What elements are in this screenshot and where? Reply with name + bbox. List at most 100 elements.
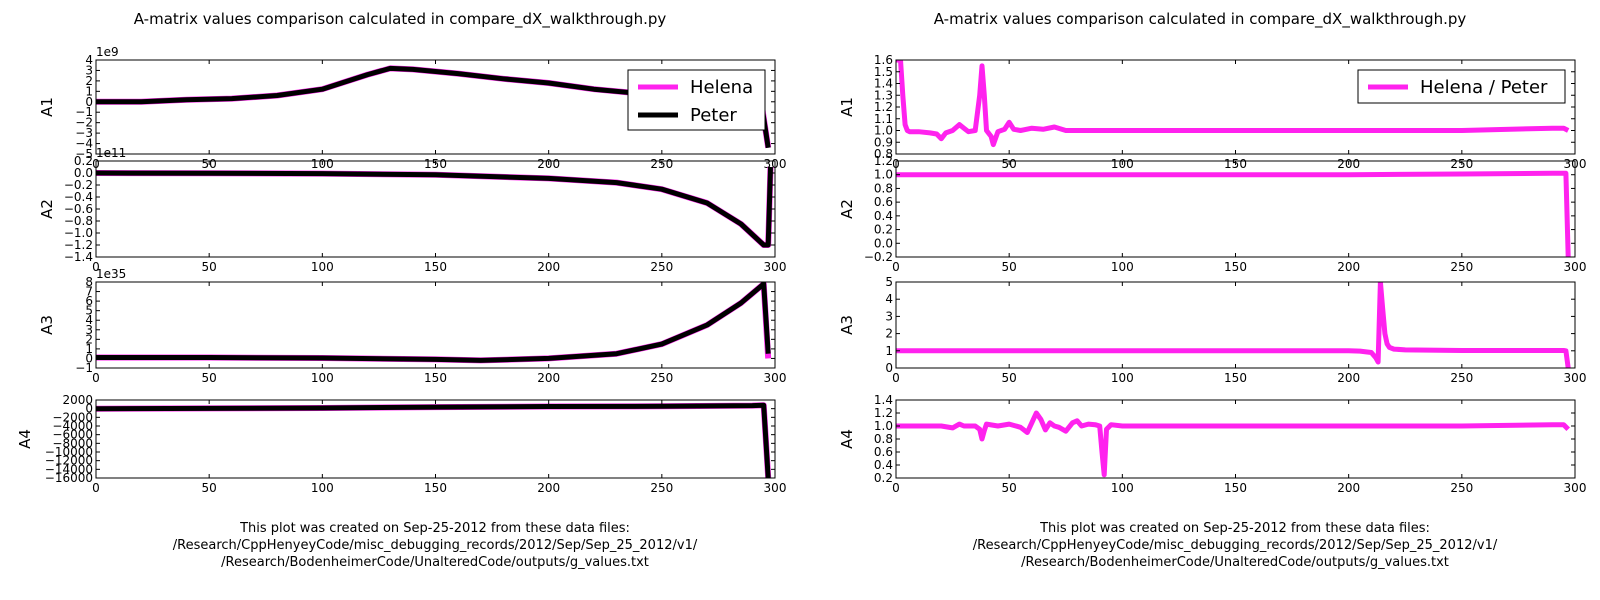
- legend-label: Helena: [690, 77, 753, 98]
- x-tick-label: 250: [1450, 260, 1473, 274]
- y-tick-label: 0.0: [74, 166, 93, 180]
- y-tick-label: 7: [85, 285, 93, 299]
- y-tick-label: 8: [85, 275, 93, 289]
- x-tick-label: 200: [537, 371, 560, 385]
- y-tick-label: −0.8: [64, 214, 93, 228]
- legend: Helena Peter: [627, 69, 766, 131]
- chart-title: A-matrix values comparison calculated in…: [134, 10, 667, 29]
- y-axis-label: A2: [838, 199, 856, 219]
- y-tick-label: 0: [885, 361, 893, 375]
- series-line-helena-peter: [896, 410, 1570, 478]
- footer-note: This plot was created on Sep-25-2012 fro…: [173, 521, 698, 570]
- y-tick-label: 3: [885, 309, 893, 323]
- y-tick-label: 4: [885, 292, 893, 306]
- y-tick-label: 2: [85, 74, 93, 88]
- series-line-helena: [96, 166, 774, 248]
- y-tick-label: 1.0: [874, 168, 893, 182]
- x-tick-label: 0: [92, 481, 100, 495]
- x-tick-label: 300: [1564, 481, 1587, 495]
- x-tick-label: 100: [1111, 371, 1134, 385]
- x-tick-label: 250: [650, 260, 673, 274]
- y-tick-label: −1: [75, 361, 93, 375]
- subplot-a2: 0 50 100 150 200 250 300 1.21.00.80.60.40.20.0−…: [838, 154, 1586, 274]
- axis-offset-label: 1e11: [96, 146, 126, 160]
- y-tick-label: −1.2: [64, 238, 93, 252]
- y-tick-label: 2: [885, 327, 893, 341]
- y-tick-label: −4000: [52, 419, 93, 433]
- y-tick-label: 0.4: [874, 209, 893, 223]
- series-line-helena: [96, 402, 772, 478]
- y-tick-label: −4: [75, 137, 93, 151]
- x-tick-label: 100: [311, 481, 334, 495]
- subplot-a2: 0 50 100 150 200 250 300 0.20.0−0.2−0.4−0.6−0.8…: [38, 146, 786, 274]
- y-tick-label: −5: [75, 147, 93, 161]
- y-tick-label: 0: [85, 351, 93, 365]
- y-tick-label: 0.8: [874, 147, 893, 161]
- y-tick-label: 1.4: [874, 77, 893, 91]
- y-tick-label: 0.4: [874, 458, 893, 472]
- subplot-a4: 0 50 100 150 200 250 300 1.41.21.00.80.60.40.2 A…: [838, 393, 1586, 495]
- x-tick-label: 250: [650, 371, 673, 385]
- series-group: [896, 410, 1570, 478]
- y-tick-label: 0.6: [874, 445, 893, 459]
- x-tick-label: 50: [1002, 481, 1017, 495]
- y-axis-label: A4: [16, 429, 34, 449]
- y-tick-label: −14000: [45, 462, 93, 476]
- series-group: [96, 402, 772, 478]
- x-tick-label: 150: [1224, 371, 1247, 385]
- y-tick-label: 1: [85, 84, 93, 98]
- x-tick-label: 300: [764, 481, 787, 495]
- series-group: [896, 60, 1570, 148]
- figure-panel-1: A-matrix values comparison calculated in…: [16, 10, 786, 570]
- subplot-a4: 0 50 100 150 200 250 30020000−2000−4000−6000−8…: [16, 393, 786, 495]
- x-tick-label: 200: [537, 481, 560, 495]
- x-tick-label: 100: [1111, 481, 1134, 495]
- x-tick-label: 50: [1002, 260, 1017, 274]
- x-tick-label: 300: [1564, 371, 1587, 385]
- subplot-a3: 0 50 100 150 200 250 300 5 4 3 2 1 0 A3: [838, 275, 1586, 385]
- y-tick-label: −0.2: [864, 250, 893, 264]
- y-tick-label: 3: [85, 323, 93, 337]
- y-tick-label: 2000: [62, 393, 93, 407]
- x-tick-label: 150: [1224, 260, 1247, 274]
- y-tick-label: 0: [85, 95, 93, 109]
- footer-line: /Research/BodenheimerCode/UnalteredCode/…: [1021, 555, 1449, 570]
- series-line-peter: [96, 166, 773, 248]
- x-tick-label: 0: [892, 371, 900, 385]
- x-tick-label: 200: [1337, 481, 1360, 495]
- x-tick-label: 0: [92, 260, 100, 274]
- x-tick-label: 0: [892, 481, 900, 495]
- y-tick-label: 1.0: [874, 124, 893, 138]
- x-tick-label: 0: [92, 371, 100, 385]
- subplot-a1: 05010015020025030043210−1−2−3−4−5A11e9He…: [38, 45, 786, 171]
- series-group: [896, 170, 1571, 257]
- x-tick-label: 300: [764, 260, 787, 274]
- y-tick-label: 0.8: [874, 181, 893, 195]
- y-tick-label: 6: [85, 294, 93, 308]
- subplot-a1: 0501001502002503001.61.51.41.31.21.11.00…: [838, 53, 1586, 171]
- y-tick-label: 0.8: [874, 432, 893, 446]
- footer-line: This plot was created on Sep-25-2012 fro…: [239, 521, 630, 536]
- x-tick-label: 200: [1337, 371, 1360, 385]
- y-tick-label: −1: [75, 105, 93, 119]
- y-tick-label: −3: [75, 126, 93, 140]
- x-tick-label: 50: [1002, 371, 1017, 385]
- x-tick-label: 200: [1337, 260, 1360, 274]
- y-tick-label: −1.0: [64, 226, 93, 240]
- series-line-helena-peter: [896, 170, 1571, 257]
- y-tick-label: −16000: [45, 471, 93, 485]
- x-tick-label: 50: [202, 260, 217, 274]
- y-tick-label: −8000: [52, 436, 93, 450]
- y-tick-label: 5: [885, 275, 893, 289]
- series-group: [96, 282, 772, 364]
- legend-label: Helena / Peter: [1420, 77, 1548, 98]
- chart-title: A-matrix values comparison calculated in…: [934, 10, 1467, 29]
- y-axis-label: A3: [838, 315, 856, 335]
- x-tick-label: 150: [424, 260, 447, 274]
- y-tick-label: 1.3: [874, 88, 893, 102]
- legend: Helena / Peter: [1357, 69, 1566, 104]
- series-line-peter: [96, 402, 771, 478]
- series-group: [96, 166, 774, 248]
